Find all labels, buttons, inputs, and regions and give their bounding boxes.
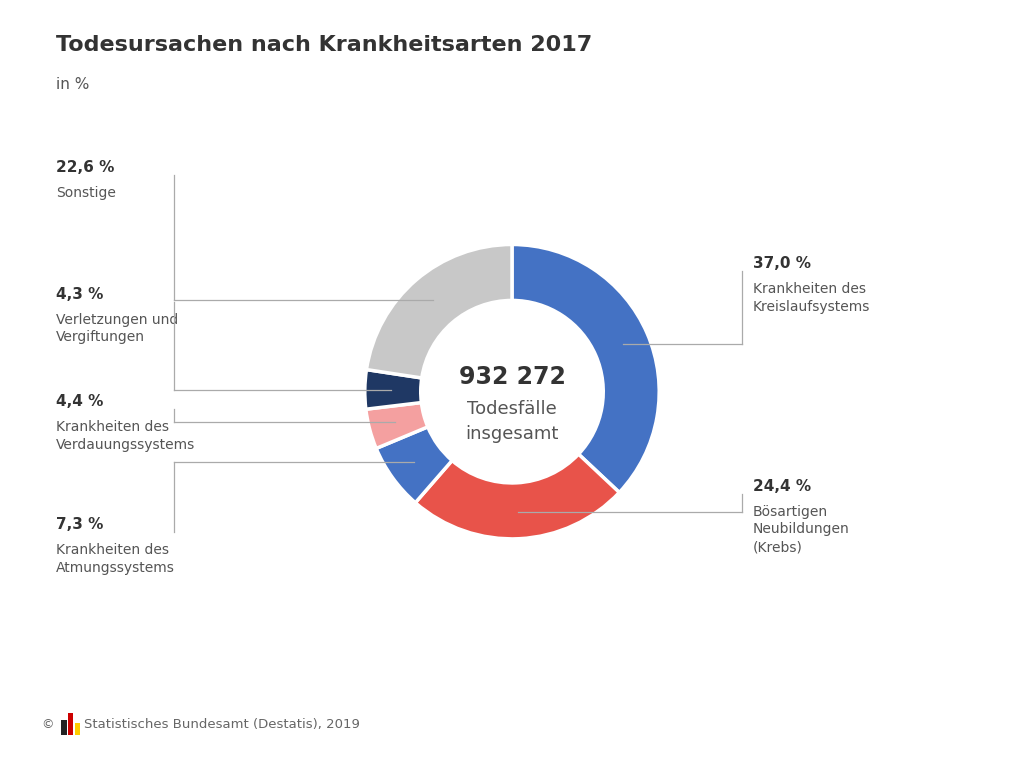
Text: 22,6 %: 22,6 %: [56, 160, 115, 175]
Text: Bösartigen
Neubildungen
(Krebs): Bösartigen Neubildungen (Krebs): [753, 505, 849, 554]
Text: Todesursachen nach Krankheitsarten 2017: Todesursachen nach Krankheitsarten 2017: [56, 35, 593, 55]
Wedge shape: [512, 244, 659, 492]
Wedge shape: [365, 369, 422, 409]
Text: 932 272: 932 272: [459, 365, 565, 389]
Text: 7,3 %: 7,3 %: [56, 517, 103, 532]
Wedge shape: [366, 402, 428, 449]
Text: 4,4 %: 4,4 %: [56, 394, 103, 409]
Text: 24,4 %: 24,4 %: [753, 478, 811, 494]
Wedge shape: [376, 427, 452, 503]
Text: 37,0 %: 37,0 %: [753, 256, 811, 271]
Text: Todesfälle
insgesamt: Todesfälle insgesamt: [465, 399, 559, 442]
Text: 4,3 %: 4,3 %: [56, 286, 103, 302]
Text: Krankheiten des
Kreislaufsystems: Krankheiten des Kreislaufsystems: [753, 282, 870, 313]
Text: Krankheiten des
Verdauungssystems: Krankheiten des Verdauungssystems: [56, 420, 196, 452]
Text: in %: in %: [56, 77, 90, 92]
Text: ©: ©: [41, 718, 53, 731]
Text: Sonstige: Sonstige: [56, 186, 116, 200]
Wedge shape: [367, 244, 512, 378]
Text: Krankheiten des
Atmungssystems: Krankheiten des Atmungssystems: [56, 543, 175, 574]
Wedge shape: [416, 454, 620, 539]
Text: Verletzungen und
Vergiftungen: Verletzungen und Vergiftungen: [56, 313, 178, 344]
Text: Statistisches Bundesamt (Destatis), 2019: Statistisches Bundesamt (Destatis), 2019: [84, 718, 359, 731]
